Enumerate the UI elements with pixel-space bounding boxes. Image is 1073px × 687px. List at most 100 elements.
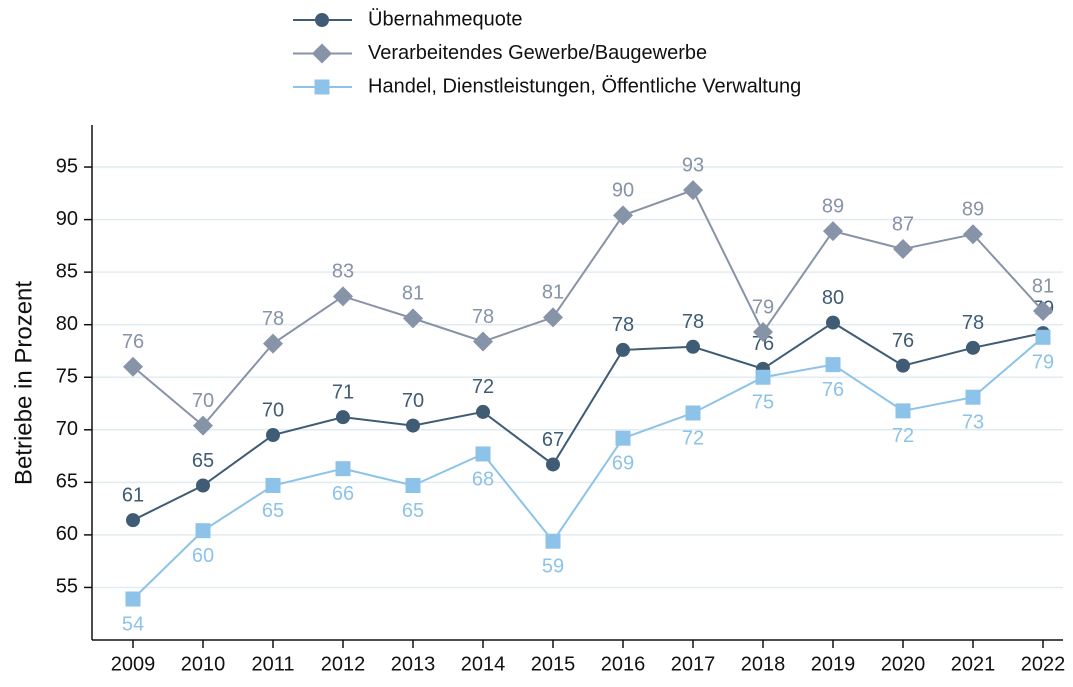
series-line <box>132 188 1044 427</box>
data-point <box>685 405 701 421</box>
y-tick-label: 60 <box>56 523 78 545</box>
value-label: 78 <box>262 308 284 330</box>
x-tick-label: 2013 <box>391 653 436 675</box>
x-tick-label: 2022 <box>1021 653 1066 675</box>
data-point <box>1035 329 1051 345</box>
data-point <box>123 356 143 377</box>
data-point <box>1033 301 1053 322</box>
legend-marker <box>312 43 332 64</box>
value-label: 72 <box>682 427 704 449</box>
data-point <box>823 221 843 242</box>
value-label: 65 <box>262 500 284 522</box>
data-point <box>195 523 211 539</box>
data-point <box>895 403 911 419</box>
value-label: 80 <box>822 287 844 309</box>
value-label: 54 <box>122 613 144 635</box>
x-tick-label: 2009 <box>111 653 156 675</box>
value-label: 78 <box>682 311 704 333</box>
data-point <box>333 286 353 307</box>
value-label: 76 <box>822 379 844 401</box>
data-point <box>266 428 280 443</box>
data-point <box>475 446 491 462</box>
x-tick-label: 2012 <box>321 653 366 675</box>
legend-label: Verarbeitendes Gewerbe/Baugewerbe <box>368 42 707 64</box>
value-label: 67 <box>542 429 564 451</box>
value-label: 81 <box>542 282 564 304</box>
data-point <box>686 339 700 354</box>
y-tick-label: 95 <box>56 155 78 177</box>
value-label: 90 <box>612 180 634 202</box>
y-tick-label: 85 <box>56 260 78 282</box>
y-tick-label: 90 <box>56 208 78 230</box>
data-point <box>196 478 210 493</box>
data-point <box>965 389 981 405</box>
legend-marker <box>314 79 330 95</box>
data-point <box>616 342 630 357</box>
y-tick-label: 75 <box>56 366 78 388</box>
value-label: 76 <box>892 330 914 352</box>
x-tick-label: 2016 <box>601 653 646 675</box>
value-label: 78 <box>612 314 634 336</box>
value-label: 75 <box>752 392 774 414</box>
data-point <box>613 205 633 226</box>
value-label: 68 <box>472 468 494 490</box>
value-label: 59 <box>542 555 564 577</box>
value-label: 73 <box>962 411 984 433</box>
value-label: 93 <box>682 154 704 176</box>
data-point <box>126 513 140 528</box>
y-tick-label: 55 <box>56 576 78 598</box>
value-label: 72 <box>472 376 494 398</box>
x-tick-label: 2015 <box>531 653 576 675</box>
value-label: 89 <box>962 199 984 221</box>
legend-marker <box>315 13 329 27</box>
data-point <box>336 410 350 425</box>
x-tick-label: 2010 <box>181 653 226 675</box>
series-line <box>132 336 1044 600</box>
data-point <box>125 591 141 607</box>
value-label: 79 <box>752 296 774 318</box>
value-label: 65 <box>402 500 424 522</box>
value-label: 76 <box>122 331 144 353</box>
value-label: 81 <box>402 283 424 305</box>
value-label: 69 <box>612 452 634 474</box>
x-tick-label: 2014 <box>461 653 506 675</box>
value-label: 87 <box>892 213 914 235</box>
data-point <box>753 322 773 343</box>
y-tick-label: 65 <box>56 471 78 493</box>
data-point <box>193 415 213 436</box>
data-point <box>543 307 563 328</box>
data-point <box>615 430 631 446</box>
x-tick-label: 2018 <box>741 653 786 675</box>
data-point <box>896 358 910 373</box>
legend-label: Handel, Dienstleistungen, Öffentliche Ve… <box>368 75 801 97</box>
value-label: 78 <box>962 312 984 334</box>
x-tick-label: 2011 <box>251 653 294 675</box>
data-point <box>825 357 841 373</box>
data-point <box>755 369 771 385</box>
data-point <box>683 180 703 201</box>
value-label: 71 <box>332 381 354 403</box>
y-tick-label: 80 <box>56 313 78 335</box>
series-line <box>132 321 1044 522</box>
value-label: 89 <box>822 195 844 217</box>
data-point <box>545 533 561 549</box>
data-point <box>335 461 351 477</box>
value-label: 79 <box>1032 352 1054 374</box>
value-label: 65 <box>192 450 214 472</box>
x-tick-label: 2021 <box>951 653 996 675</box>
value-label: 72 <box>892 425 914 447</box>
value-label: 60 <box>192 545 214 567</box>
data-point <box>403 308 423 329</box>
data-point <box>963 224 983 245</box>
x-tick-label: 2017 <box>671 653 716 675</box>
data-point <box>265 478 281 493</box>
data-point <box>406 418 420 433</box>
value-label: 70 <box>192 390 214 412</box>
data-point <box>405 478 421 493</box>
legend-label: Übernahmequote <box>368 8 523 30</box>
value-label: 81 <box>1032 275 1054 297</box>
x-tick-label: 2020 <box>881 653 926 675</box>
value-label: 70 <box>402 390 424 412</box>
data-point <box>826 315 840 330</box>
